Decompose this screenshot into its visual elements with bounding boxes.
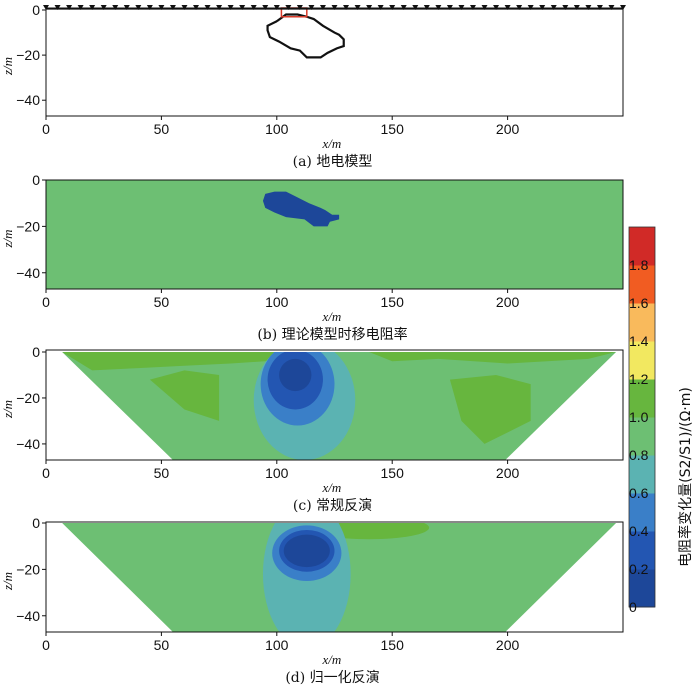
colorbar-segment xyxy=(629,303,655,342)
panel-caption: (a) 地电模型 xyxy=(293,154,373,170)
y-tick-label: −20 xyxy=(16,218,40,234)
x-axis-label: x/m xyxy=(322,136,342,151)
x-tick-label: 0 xyxy=(42,121,50,137)
y-tick-label: −40 xyxy=(16,92,40,108)
y-tick-label: 0 xyxy=(32,172,40,188)
colorbar-tick-label: 0.2 xyxy=(629,561,649,577)
y-axis-label: z/m xyxy=(0,572,15,591)
panel-caption: (d) 归一化反演 xyxy=(285,669,379,686)
axes-frame xyxy=(45,179,624,290)
y-tick-label: 0 xyxy=(32,344,40,360)
colorbar-segment xyxy=(629,227,655,266)
y-tick-label: −40 xyxy=(16,265,40,281)
panel-b: 0 50 100 150 200 0 −20 −40 x/m z/m (b) 理论模型时移电阻率 xyxy=(0,172,624,343)
x-tick-label: 150 xyxy=(381,465,405,481)
y-tick-label: −40 xyxy=(16,436,40,452)
x-axis-label: x/m xyxy=(322,652,342,667)
colorbar-segment xyxy=(629,341,655,380)
x-tick-label: 50 xyxy=(154,121,170,137)
x-tick-label: 200 xyxy=(496,121,520,137)
x-tick-label: 200 xyxy=(496,294,520,310)
inversion-section xyxy=(62,352,617,460)
contour-band xyxy=(449,374,531,444)
panel-a: 0 50 100 150 200 0 −20 −40 x/m z/m (a) 地电模型 xyxy=(0,2,626,170)
colorbar-segment xyxy=(629,493,655,532)
colorbar-segment xyxy=(629,417,655,456)
panel-caption: (c) 常规反演 xyxy=(293,498,372,514)
colorbar-tick-label: 0 xyxy=(629,599,637,615)
axes-frame xyxy=(45,7,624,117)
y-axis-label: z/m xyxy=(0,229,15,248)
colorbar-tick-label: 0.8 xyxy=(629,447,649,463)
colorbar: 0 0.2 0.4 0.6 0.8 1.0 1.2 1.4 1.6 1.8 电阻率变化量(S2/S1… xyxy=(628,226,694,615)
x-tick-label: 150 xyxy=(381,121,405,137)
axes-frame xyxy=(45,521,624,633)
x-tick-label: 200 xyxy=(496,465,520,481)
x-tick-label: 150 xyxy=(381,294,405,310)
colorbar-segment xyxy=(629,455,655,494)
colorbar-tick-label: 1.6 xyxy=(629,295,649,311)
colorbar-frame xyxy=(628,226,656,608)
y-axis-label: z/m xyxy=(0,57,15,76)
x-tick-label: 100 xyxy=(265,465,289,481)
axes-frame xyxy=(45,349,624,461)
colorbar-tick-label: 1.0 xyxy=(629,409,649,425)
y-tick-label: −20 xyxy=(16,390,40,406)
colorbar-tick-label: 1.8 xyxy=(629,257,649,273)
y-tick-label: −40 xyxy=(16,608,40,624)
x-tick-label: 100 xyxy=(265,637,289,653)
x-axis-label: x/m xyxy=(322,480,342,495)
anomaly-cells xyxy=(262,191,340,227)
colorbar-tick-label: 1.4 xyxy=(629,333,649,349)
contour-band xyxy=(62,352,323,371)
background-cells xyxy=(46,180,623,289)
colorbar-segment xyxy=(629,531,655,570)
anomaly-outline xyxy=(266,13,345,59)
contour-band xyxy=(149,370,220,421)
y-tick-label: 0 xyxy=(32,2,40,18)
x-tick-label: 50 xyxy=(154,294,170,310)
y-axis-label: z/m xyxy=(0,400,15,419)
y-tick-label: 0 xyxy=(32,515,40,531)
contour-band xyxy=(369,352,617,364)
colorbar-segment xyxy=(629,265,655,304)
colorbar-tick-label: 1.2 xyxy=(629,371,649,387)
colorbar-tick-label: 0.4 xyxy=(629,523,649,539)
x-tick-label: 0 xyxy=(42,294,50,310)
panel-d: 0 50 100 150 200 0 −20 −40 x/m z/m (d) 归一化反演 xyxy=(0,515,624,686)
y-tick-label: −20 xyxy=(16,47,40,63)
panel-caption: (b) 理论模型时移电阻率 xyxy=(257,326,407,343)
x-tick-label: 50 xyxy=(154,465,170,481)
colorbar-title: 电阻率变化量(S2/S1)/(Ω·m) xyxy=(677,387,694,567)
x-tick-label: 50 xyxy=(154,637,170,653)
contour-level xyxy=(283,534,330,568)
colorbar-tick-label: 0.6 xyxy=(629,485,649,501)
x-tick-label: 100 xyxy=(265,294,289,310)
colorbar-segment xyxy=(629,569,655,608)
colorbar-segment xyxy=(629,379,655,418)
inversion-section xyxy=(62,523,617,632)
contour-level xyxy=(279,358,312,392)
x-tick-label: 150 xyxy=(381,637,405,653)
x-tick-label: 0 xyxy=(42,465,50,481)
panels: 0 50 100 150 200 0 −20 −40 x/m z/m (a) 地电模型 0 50 100 1… xyxy=(0,2,626,686)
x-tick-label: 0 xyxy=(42,637,50,653)
x-tick-label: 200 xyxy=(496,637,520,653)
x-axis-label: x/m xyxy=(322,309,342,324)
panel-c: 0 50 100 150 200 0 −20 −40 x/m z/m (c) 常规反演 xyxy=(0,344,624,514)
y-tick-label: −20 xyxy=(16,561,40,577)
x-tick-label: 100 xyxy=(265,121,289,137)
